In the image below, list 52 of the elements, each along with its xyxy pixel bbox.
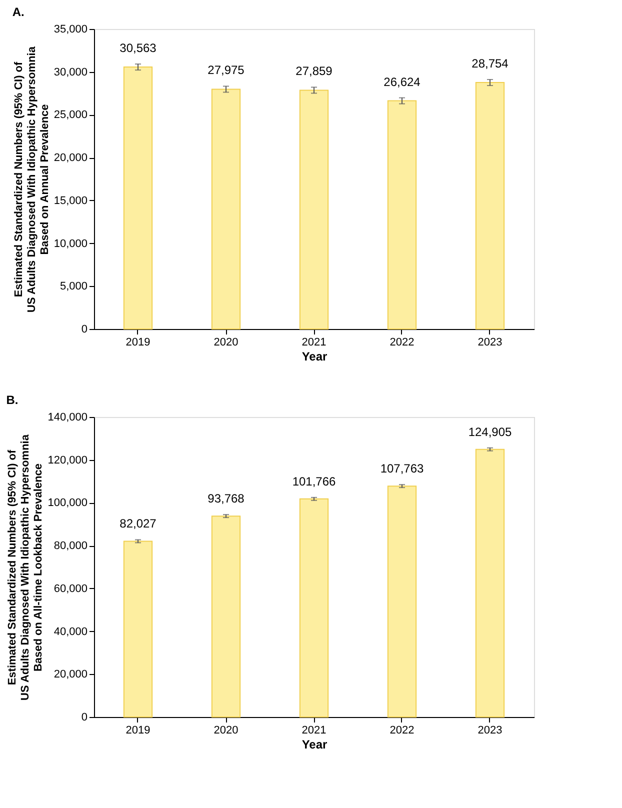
data-label: 82,027 — [120, 516, 157, 531]
bar — [387, 100, 417, 330]
x-axis-title: Year — [302, 738, 328, 752]
y-tick-label: 120,000 — [48, 454, 88, 466]
data-label: 27,975 — [208, 63, 245, 78]
bar — [475, 82, 505, 330]
x-tick-label: 2019 — [126, 336, 150, 348]
x-tick-label: 2021 — [302, 336, 326, 348]
y-tick-label: 40,000 — [54, 626, 88, 638]
data-label: 27,859 — [296, 64, 333, 78]
y-tick-label: 35,000 — [54, 24, 88, 36]
data-label: 107,763 — [380, 462, 424, 476]
y-tick-label: 60,000 — [54, 582, 88, 595]
x-tick-label: 2023 — [478, 724, 502, 736]
x-tick-label: 2021 — [302, 724, 326, 736]
bar — [211, 88, 241, 330]
x-tick-label: 2022 — [390, 724, 414, 736]
chart-title: A. — [12, 5, 24, 19]
y-tick-label: 0 — [81, 324, 88, 336]
y-tick-label: 25,000 — [54, 109, 88, 122]
y-axis-title: Estimated Standardized Numbers (95% CI) of US Adults Diagnosed With Idiopathic Hypersomnia Based on Annual Prevalence — [12, 46, 51, 312]
y-tick-label: 30,000 — [54, 66, 88, 78]
y-tick-label: 20,000 — [54, 152, 88, 164]
y-tick-label: 100,000 — [48, 497, 88, 510]
x-tick-label: 2019 — [126, 724, 150, 736]
x-tick-label: 2020 — [214, 336, 238, 348]
bar — [123, 540, 153, 718]
data-label: 101,766 — [292, 474, 336, 488]
bar — [387, 486, 417, 718]
y-tick-label: 5,000 — [60, 280, 88, 293]
x-tick-label: 2020 — [214, 724, 238, 736]
bar — [123, 66, 153, 330]
chart-title: B. — [6, 393, 18, 407]
y-tick-label: 140,000 — [48, 412, 88, 424]
x-tick-label: 2023 — [478, 336, 502, 348]
data-label: 30,563 — [120, 41, 157, 56]
y-tick-label: 20,000 — [54, 668, 88, 681]
bar — [299, 498, 329, 718]
data-label: 28,754 — [472, 56, 509, 71]
x-axis-title: Year — [302, 350, 328, 364]
data-label: 93,768 — [208, 492, 245, 506]
y-tick-label: 15,000 — [54, 194, 88, 207]
y-tick-label: 10,000 — [54, 238, 88, 250]
data-label: 26,624 — [384, 74, 421, 89]
x-tick-label: 2022 — [390, 336, 414, 348]
y-axis-title: Estimated Standardized Numbers (95% CI) of US Adults Diagnosed With Idiopathic Hypersomnia Based on All-time Lookback Prevalence — [6, 434, 45, 700]
y-tick-label: 0 — [81, 712, 88, 724]
bar — [299, 90, 329, 330]
y-tick-label: 80,000 — [54, 540, 88, 552]
bar — [475, 448, 505, 718]
data-label: 124,905 — [468, 424, 512, 439]
bar — [211, 516, 241, 718]
